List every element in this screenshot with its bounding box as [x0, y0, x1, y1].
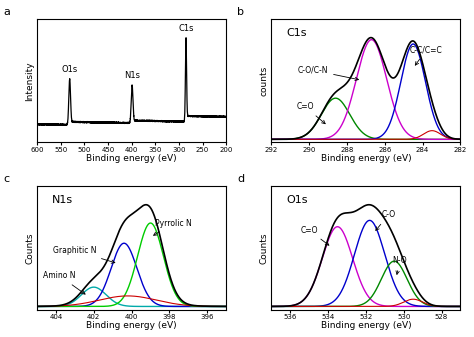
- Text: C1s: C1s: [178, 24, 194, 33]
- Text: N-O: N-O: [392, 256, 407, 274]
- X-axis label: Binding energy (eV): Binding energy (eV): [86, 154, 177, 163]
- Text: Pyrrolic N: Pyrrolic N: [154, 218, 191, 235]
- Text: Graphitic N: Graphitic N: [53, 246, 115, 263]
- Text: a: a: [3, 7, 10, 17]
- Text: c: c: [3, 174, 9, 184]
- Text: C-O: C-O: [376, 210, 396, 231]
- X-axis label: Binding energy (eV): Binding energy (eV): [320, 154, 411, 163]
- Text: C1s: C1s: [286, 28, 307, 38]
- Y-axis label: counts: counts: [259, 66, 268, 96]
- Text: N1s: N1s: [52, 195, 73, 205]
- Text: O1s: O1s: [62, 65, 78, 74]
- Y-axis label: Intensity: Intensity: [25, 61, 34, 101]
- X-axis label: Binding energy (eV): Binding energy (eV): [86, 321, 177, 330]
- Y-axis label: Counts: Counts: [259, 232, 268, 264]
- Text: C-C/C=C: C-C/C=C: [410, 45, 443, 65]
- Text: C=O: C=O: [301, 226, 329, 245]
- Text: d: d: [237, 174, 244, 184]
- Text: C=O: C=O: [297, 102, 325, 124]
- Text: C-O/C-N: C-O/C-N: [298, 66, 358, 81]
- Y-axis label: Counts: Counts: [25, 232, 34, 264]
- X-axis label: Binding energy (eV): Binding energy (eV): [320, 321, 411, 330]
- Text: b: b: [237, 7, 244, 17]
- Text: O1s: O1s: [286, 195, 308, 205]
- Text: N1s: N1s: [124, 71, 140, 80]
- Text: Amino N: Amino N: [44, 271, 85, 294]
